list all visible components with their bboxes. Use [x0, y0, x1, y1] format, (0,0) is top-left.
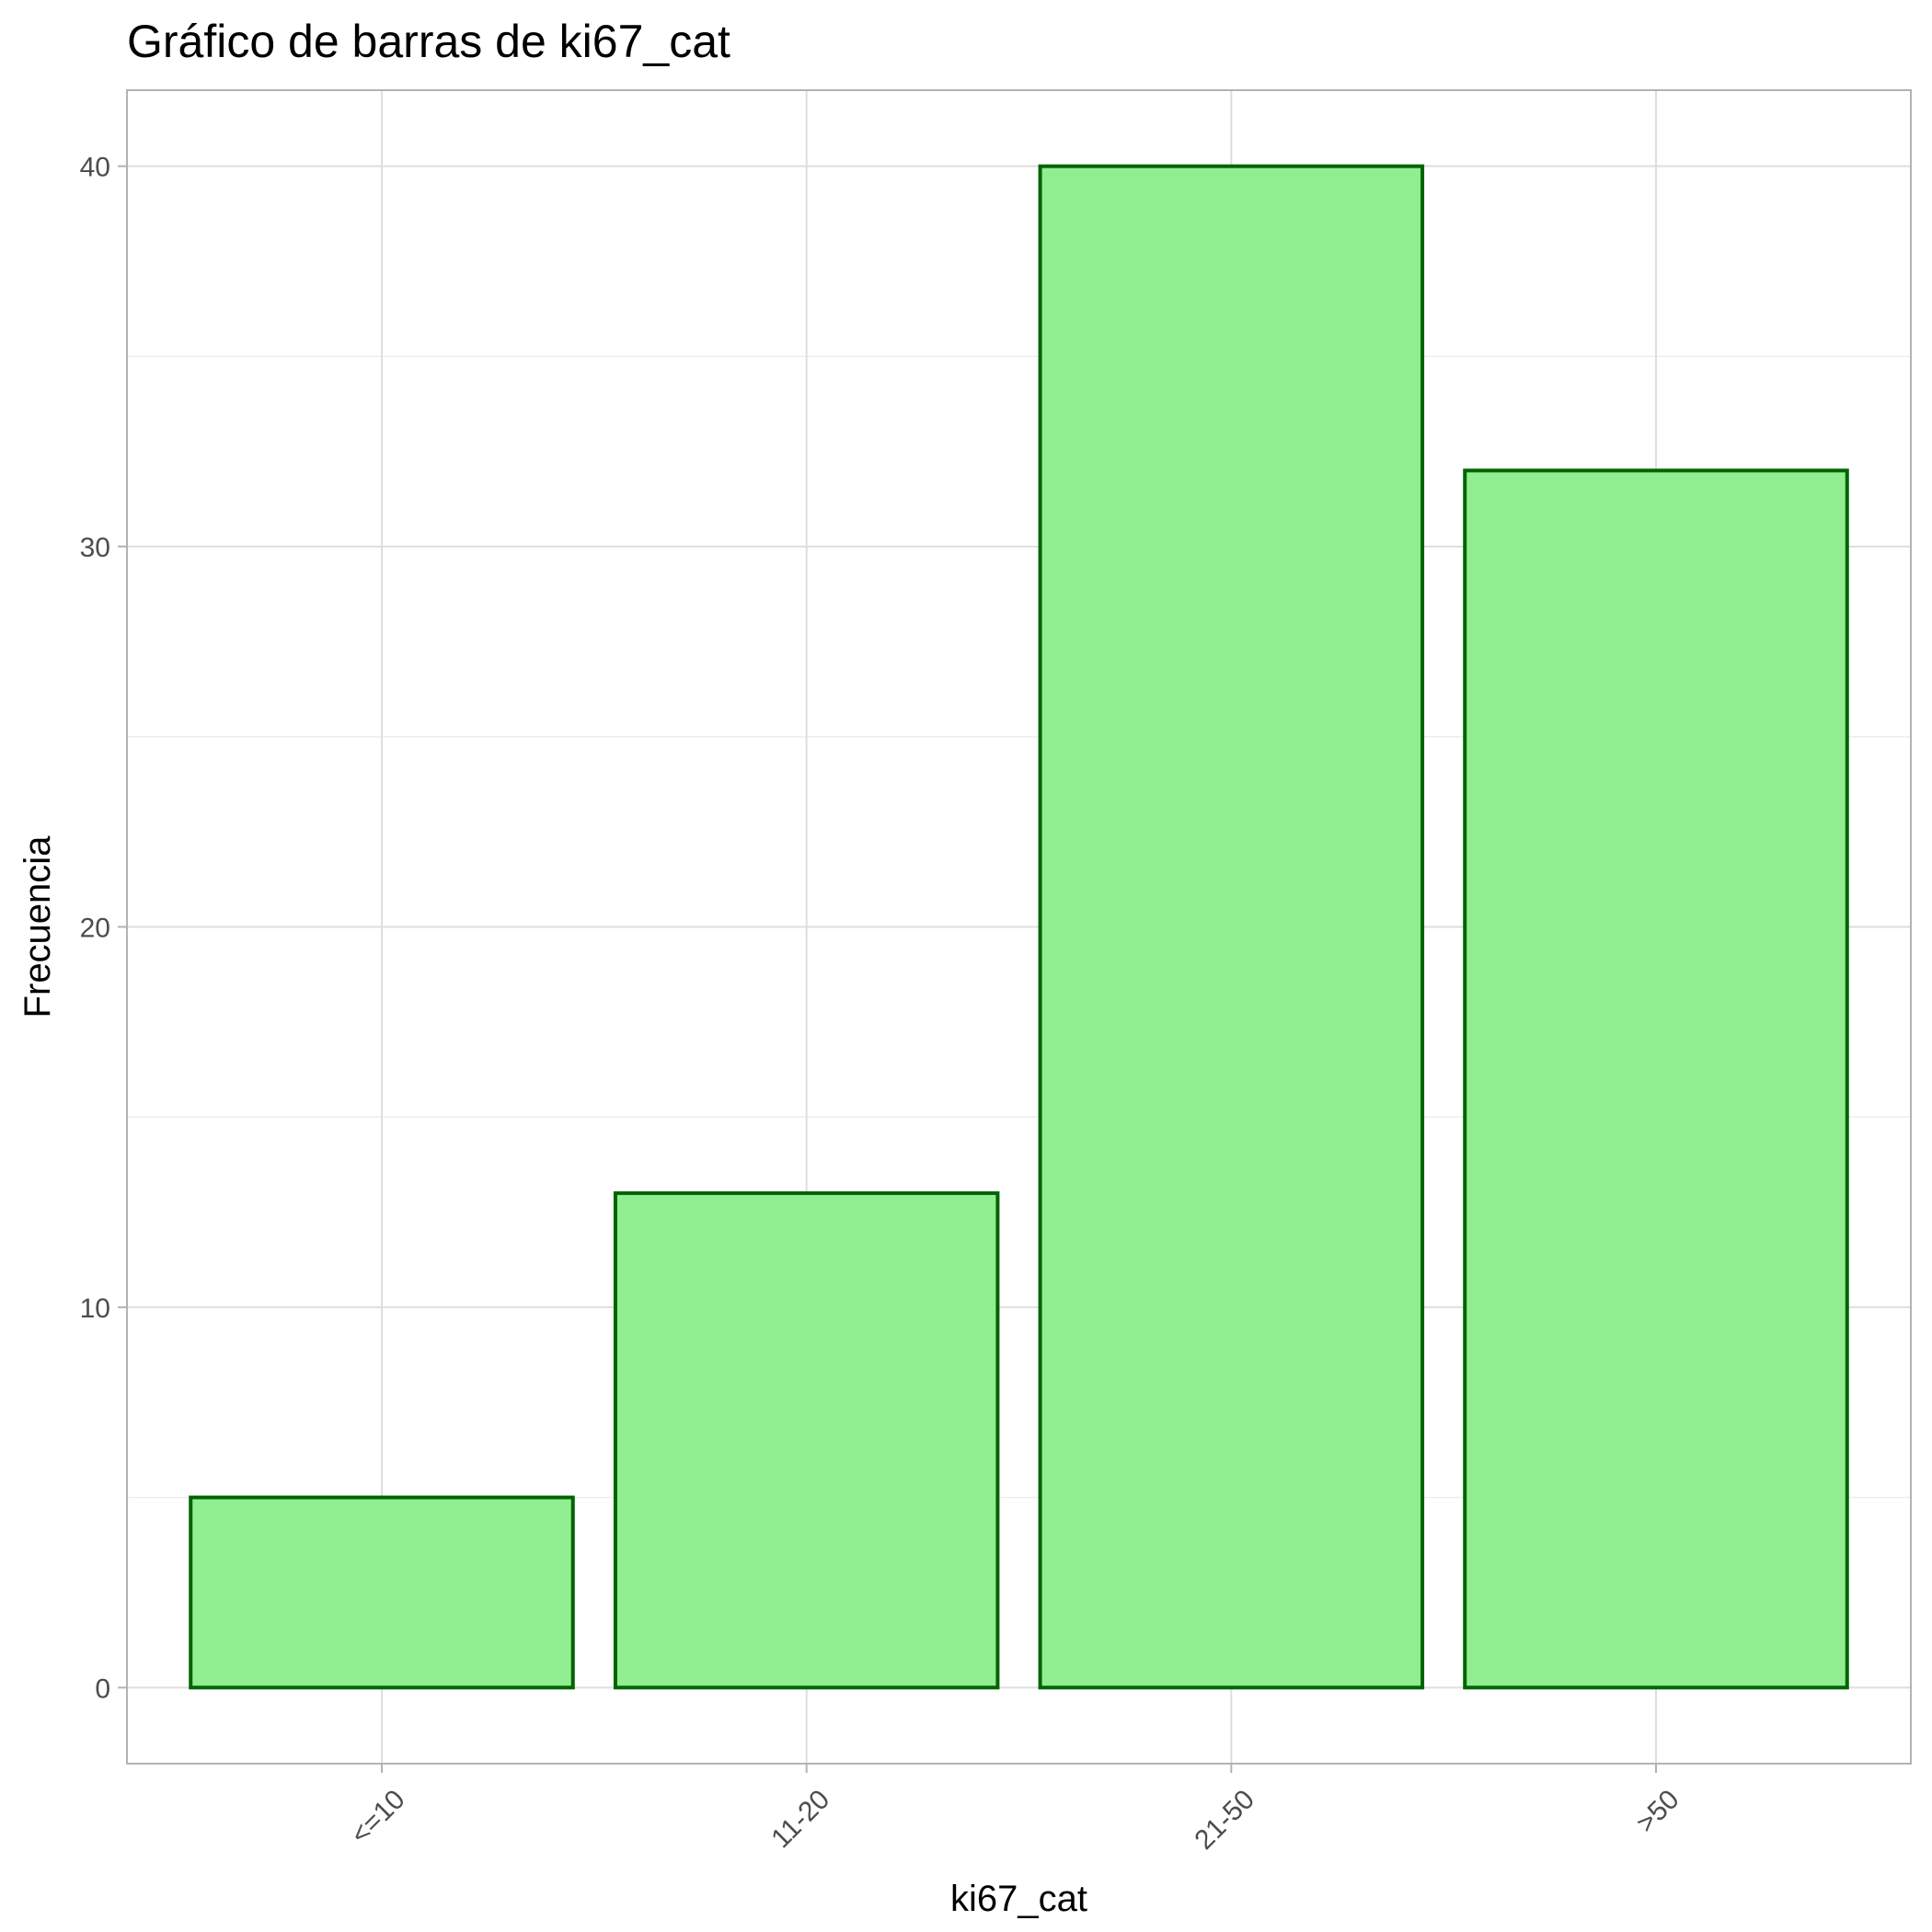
- bars-layer: [189, 164, 1849, 1690]
- bar-1: [613, 1190, 1000, 1690]
- y-axis-title: Frecuencia: [17, 835, 58, 1018]
- x-tick-label: 11-20: [765, 1784, 835, 1854]
- bar-2: [1038, 164, 1425, 1690]
- y-tick-label: 0: [95, 1673, 110, 1704]
- y-tick-label: 20: [80, 914, 110, 944]
- y-tick-label: 30: [80, 533, 110, 563]
- x-tick-label: 21-50: [1189, 1784, 1260, 1856]
- x-tick-label: >50: [1630, 1784, 1685, 1838]
- bar-3: [1463, 468, 1849, 1690]
- y-tick-label: 40: [80, 153, 110, 183]
- x-tick-label: <=10: [345, 1784, 411, 1850]
- y-tick-label: 10: [80, 1294, 110, 1324]
- x-axis-title: ki67_cat: [950, 1879, 1087, 1919]
- chart-title: Gráfico de barras de ki67_cat: [127, 16, 730, 67]
- bar-0: [189, 1495, 575, 1690]
